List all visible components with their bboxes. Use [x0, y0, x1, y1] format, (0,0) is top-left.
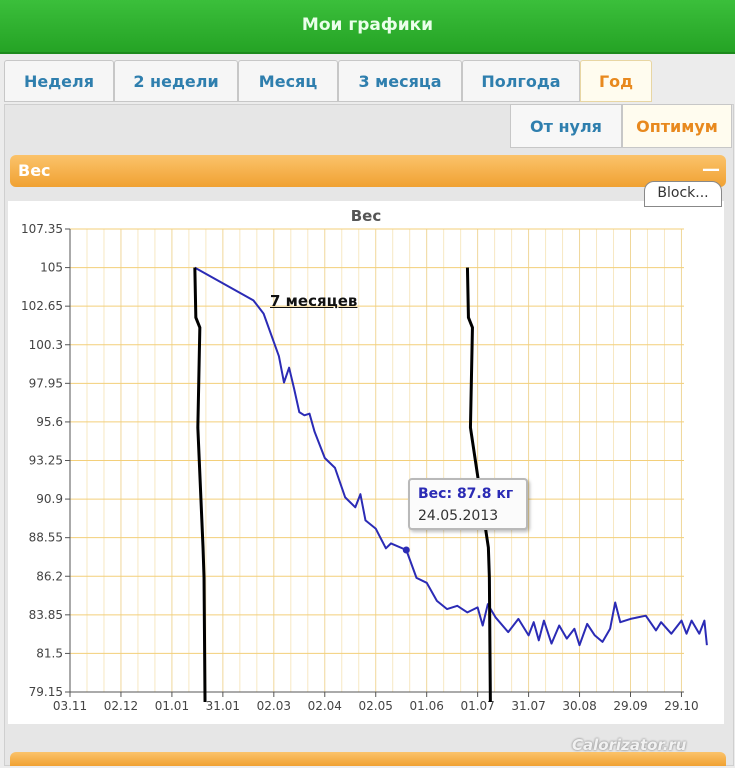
period-marker: [465, 267, 492, 703]
highlight-point: [402, 546, 410, 554]
series-line: [194, 266, 708, 647]
y-tick-label: 100.3: [29, 338, 63, 352]
watermark: Calorizator.ru: [572, 736, 687, 754]
tab-half-year[interactable]: Полгода: [462, 60, 580, 102]
tab-month[interactable]: Месяц: [238, 60, 338, 102]
x-tick-label: 02.05: [359, 699, 393, 713]
period-marker: [193, 267, 207, 703]
y-tick-label: 97.95: [29, 376, 63, 390]
chart-area: Вес 79.15 81.5 83.85 86.2 88.55 90.9 93.25 95.6 9…: [8, 201, 724, 724]
tab-2-weeks[interactable]: 2 недели: [114, 60, 238, 102]
tooltip-date: 24.05.2013: [418, 508, 499, 524]
weight-section-header[interactable]: Вес —: [10, 155, 726, 187]
y-tick-label: 107.35: [21, 222, 63, 236]
x-tick-label: 01.07: [460, 699, 494, 713]
weight-chart: Вес 79.15 81.5 83.85 86.2 88.55 90.9 93.25 95.6 9…: [21, 207, 708, 713]
y-tick-label: 79.15: [29, 685, 63, 699]
block-button[interactable]: Block...: [644, 181, 722, 207]
x-tick-label: 01.01: [155, 699, 189, 713]
x-tick-label: 29.10: [664, 699, 698, 713]
tab-optimum[interactable]: Оптимум: [622, 104, 732, 148]
x-tick-label: 02.04: [308, 699, 342, 713]
tab-from-zero[interactable]: От нуля: [510, 104, 622, 148]
section-title: Вес: [18, 161, 51, 180]
annotation-label: 7 месяцев: [270, 292, 358, 310]
y-tick-label: 86.2: [36, 569, 63, 583]
y-tick-label: 88.55: [29, 531, 63, 545]
x-tick-label: 31.07: [511, 699, 545, 713]
x-tick-label: 02.12: [104, 699, 138, 713]
y-tick-label: 95.6: [36, 415, 63, 429]
tab-week[interactable]: Неделя: [4, 60, 114, 102]
next-section-header[interactable]: [10, 752, 726, 766]
y-tick-label: 81.5: [36, 646, 63, 660]
x-tick-label: 01.06: [410, 699, 444, 713]
tooltip-value: Вес: 87.8 кг: [418, 486, 514, 502]
x-tick-label: 30.08: [562, 699, 596, 713]
y-tick-label: 105: [40, 261, 63, 275]
chart-title: Вес: [351, 207, 382, 225]
x-tick-label: 02.03: [257, 699, 291, 713]
y-tick-label: 83.85: [29, 608, 63, 622]
x-tick-label: 29.09: [613, 699, 647, 713]
chart-tooltip: Вес: 87.8 кг 24.05.2013: [408, 478, 528, 530]
tab-3-months[interactable]: 3 месяца: [338, 60, 462, 102]
y-tick-label: 102.65: [21, 299, 63, 313]
x-tick-label: 31.01: [206, 699, 240, 713]
y-tick-label: 90.9: [36, 492, 63, 506]
y-tick-label: 93.25: [29, 454, 63, 468]
collapse-icon[interactable]: —: [702, 159, 720, 180]
app-header: Мои графики: [0, 0, 735, 54]
tab-year[interactable]: Год: [580, 60, 652, 102]
app-title: Мои графики: [301, 15, 434, 35]
x-tick-label: 03.11: [53, 699, 87, 713]
